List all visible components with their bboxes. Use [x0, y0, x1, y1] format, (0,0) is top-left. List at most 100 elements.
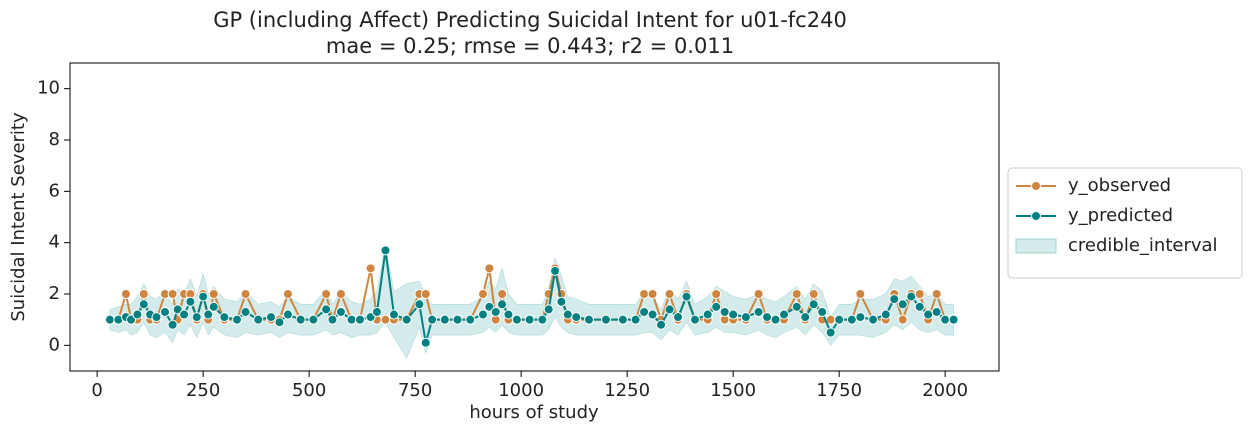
data-point: [940, 314, 951, 325]
y-tick-label: 2: [49, 283, 60, 304]
x-tick-label: 250: [186, 380, 220, 401]
data-point: [906, 291, 917, 302]
data-point: [208, 301, 219, 312]
data-point: [728, 309, 739, 320]
data-point: [791, 289, 802, 299]
legend-label: y_observed: [1068, 175, 1171, 196]
x-tick-label: 750: [398, 380, 432, 401]
data-point: [420, 289, 431, 299]
data-point: [371, 306, 382, 317]
data-point: [490, 306, 501, 317]
legend-label: credible_interval: [1068, 235, 1218, 256]
data-point: [365, 312, 376, 323]
y-tick-label: 4: [49, 232, 60, 253]
data-point: [948, 314, 959, 325]
data-point: [274, 317, 285, 328]
data-point: [923, 309, 934, 320]
data-point: [897, 299, 908, 310]
data-point: [167, 319, 178, 330]
data-point: [167, 289, 178, 299]
data-point: [465, 314, 476, 325]
data-point: [185, 296, 196, 307]
data-point: [855, 312, 866, 323]
data-point: [420, 337, 431, 348]
y-tick-label: 10: [37, 78, 60, 99]
data-point: [664, 289, 675, 299]
data-point: [355, 314, 366, 325]
data-point: [846, 314, 857, 325]
data-point: [647, 289, 658, 299]
data-point: [265, 312, 276, 323]
data-point: [159, 306, 170, 317]
data-point: [868, 314, 879, 325]
data-point: [253, 314, 264, 325]
data-point: [126, 314, 137, 325]
data-point: [321, 289, 332, 299]
data-point: [191, 312, 202, 323]
data-point: [380, 245, 391, 256]
data-point: [484, 301, 495, 312]
plot-area: [104, 245, 959, 359]
data-point: [550, 265, 561, 276]
data-point: [151, 312, 162, 323]
data-point: [335, 306, 346, 317]
y-axis-label: Suicidal Intent Severity: [8, 112, 29, 322]
data-point: [497, 299, 508, 310]
x-tick-label: 500: [292, 380, 326, 401]
data-point: [931, 306, 942, 317]
data-point: [808, 289, 819, 299]
chart-subtitle: mae = 0.25; rmse = 0.443; r2 = 0.011: [326, 34, 734, 58]
data-point: [583, 314, 594, 325]
data-point: [282, 309, 293, 320]
data-point: [452, 314, 463, 325]
data-point: [770, 314, 781, 325]
x-tick-label: 1500: [710, 380, 756, 401]
data-point: [497, 289, 508, 299]
data-point: [808, 299, 819, 310]
data-point: [321, 304, 332, 315]
data-point: [762, 312, 773, 323]
data-point: [753, 306, 764, 317]
data-point: [914, 301, 925, 312]
data-point: [562, 309, 573, 320]
data-point: [365, 263, 376, 274]
data-point: [401, 314, 412, 325]
data-point: [681, 291, 692, 302]
data-point: [617, 314, 628, 325]
data-point: [414, 299, 425, 310]
data-point: [889, 294, 900, 305]
data-point: [388, 309, 399, 320]
data-point: [295, 314, 306, 325]
data-point: [855, 289, 866, 299]
data-point: [779, 309, 790, 320]
data-point: [656, 319, 667, 330]
data-point: [825, 327, 836, 338]
data-point: [427, 314, 438, 325]
data-point: [639, 289, 650, 299]
data-point: [132, 309, 143, 320]
data-point: [138, 299, 149, 310]
x-tick-label: 1000: [498, 380, 544, 401]
data-point: [711, 289, 722, 299]
data-point: [556, 296, 567, 307]
data-point: [219, 312, 230, 323]
legend-label: y_predicted: [1068, 205, 1173, 226]
chart-title: GP (including Affect) Predicting Suicida…: [213, 8, 847, 32]
y-tick-label: 0: [49, 334, 60, 355]
data-point: [503, 309, 514, 320]
x-tick-label: 0: [91, 380, 102, 401]
data-point: [308, 314, 319, 325]
legend-box: [1007, 167, 1243, 279]
data-point: [208, 289, 219, 299]
data-point: [817, 306, 828, 317]
data-point: [630, 314, 641, 325]
data-point: [543, 304, 554, 315]
y-tick-label: 6: [49, 180, 60, 201]
legend: y_observed y_predicted credible_interval: [1007, 167, 1243, 279]
data-point: [477, 309, 488, 320]
data-point: [327, 314, 338, 325]
x-tick-label: 1250: [604, 380, 650, 401]
legend-swatch: [1015, 238, 1057, 254]
data-point: [380, 314, 391, 325]
